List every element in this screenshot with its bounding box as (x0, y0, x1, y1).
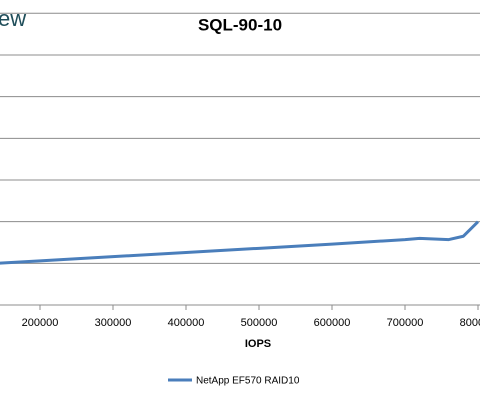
x-axis-label: IOPS (245, 338, 271, 350)
data-line (0, 220, 480, 265)
x-tick-label: 400000 (168, 317, 205, 329)
chart-title: SQL-90-10 (198, 15, 282, 34)
x-tick-label: 300000 (95, 317, 132, 329)
x-tick-label: 500000 (241, 317, 278, 329)
x-tick-label: 200000 (22, 317, 59, 329)
x-tick-label: 700000 (387, 317, 424, 329)
x-tick-label: 800000 (460, 317, 480, 329)
watermark: ew (0, 6, 26, 31)
legend-label: NetApp EF570 RAID10 (196, 376, 300, 387)
x-tick-label: 600000 (314, 317, 351, 329)
